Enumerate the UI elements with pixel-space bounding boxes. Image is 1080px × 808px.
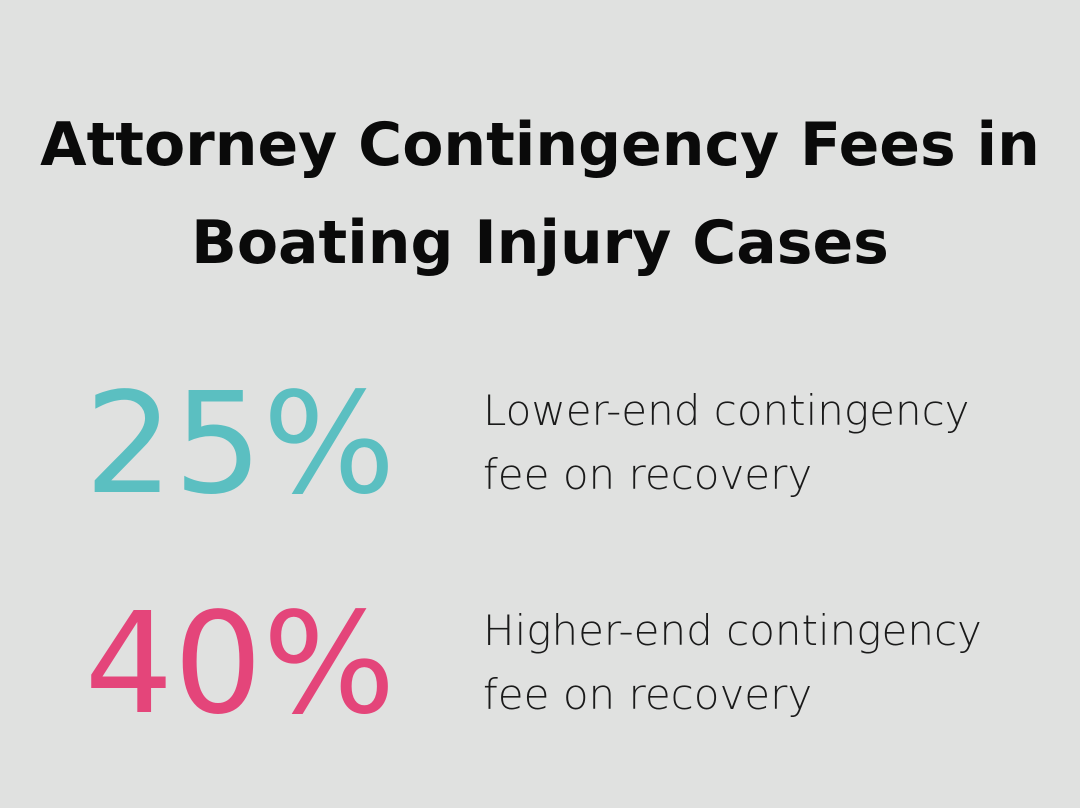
stat-value: 40% — [84, 583, 396, 746]
title: Attorney Contingency Fees in Boating Inj… — [40, 110, 1040, 278]
stat-row: 25% Lower-end contingency fee on recover… — [0, 345, 1080, 545]
stat-label: Lower-end contingency fee on recovery — [483, 386, 970, 499]
stat-row: 40% Higher-end contingency fee on recove… — [0, 565, 1080, 765]
stat-label: Higher-end contingency fee on recovery — [483, 606, 982, 719]
stat-value: 25% — [84, 363, 396, 526]
